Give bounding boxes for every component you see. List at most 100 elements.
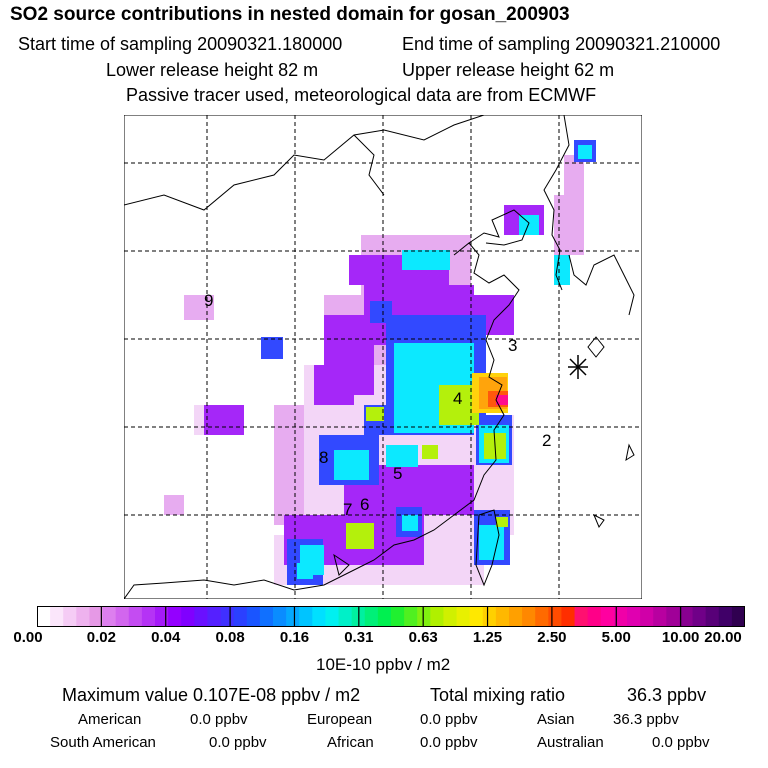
colorbar-tick-label: 0.16 xyxy=(279,629,310,646)
colorbar-swatch xyxy=(640,606,654,627)
colorbar-swatch xyxy=(574,606,589,627)
colorbar-swatch xyxy=(102,606,117,627)
colorbar-swatch xyxy=(718,606,733,627)
colorbar-swatch xyxy=(233,606,248,627)
colorbar-tick-label: 0.02 xyxy=(86,629,116,646)
colorbar-swatch xyxy=(600,606,615,627)
colorbar-tick-label: 1.25 xyxy=(472,629,503,646)
region-label-2: 2 xyxy=(542,431,551,450)
colorbar-swatch xyxy=(522,606,536,627)
max-value-label: Maximum value 0.107E-08 ppbv / m2 xyxy=(62,685,361,705)
tracer-note: Passive tracer used, meteorological data… xyxy=(126,85,597,105)
colorbar-swatch xyxy=(220,606,235,627)
region-label-3: 3 xyxy=(508,336,517,355)
region-name: Asian xyxy=(537,711,575,728)
region-label-4: 4 xyxy=(453,389,462,408)
colorbar-tick-label: 0.08 xyxy=(215,629,245,646)
colorbar-swatch xyxy=(325,606,340,627)
colorbar-swatch xyxy=(613,606,628,627)
region-name: African xyxy=(327,734,374,751)
colorbar-swatch xyxy=(587,606,602,627)
colorbar-swatch xyxy=(89,606,104,627)
colorbar-swatch xyxy=(273,606,287,627)
colorbar-swatch xyxy=(259,606,274,627)
colorbar-tick-label: 0.00 xyxy=(13,629,43,646)
colorbar-swatch xyxy=(246,606,261,627)
total-mixing-label: Total mixing ratio xyxy=(430,685,566,705)
colorbar-swatch xyxy=(50,606,64,627)
colorbar-swatch xyxy=(692,606,707,627)
colorbar-swatch xyxy=(666,606,680,627)
total-mixing-value: 36.3 ppbv xyxy=(627,685,707,705)
region-name: European xyxy=(307,711,373,728)
region-value: 0.0 ppbv xyxy=(420,734,478,751)
region-name: American xyxy=(78,711,142,728)
region-value: 0.0 ppbv xyxy=(420,711,478,728)
colorbar-swatch xyxy=(404,606,418,627)
colorbar-tick-label: 5.00 xyxy=(601,629,631,646)
region-name: Australian xyxy=(537,734,604,751)
graticule xyxy=(124,115,642,599)
colorbar-swatch xyxy=(443,606,458,627)
colorbar-swatch xyxy=(312,606,326,627)
colorbar-swatch xyxy=(482,606,497,627)
colorbar-swatch xyxy=(653,606,667,627)
colorbar-swatch xyxy=(155,606,169,627)
region-value: 36.3 ppbv xyxy=(613,711,679,728)
region-label-7: 7 xyxy=(343,500,352,519)
lower-release-height: Lower release height 82 m xyxy=(106,60,319,80)
colorbar-swatch xyxy=(377,606,392,627)
colorbar-swatch xyxy=(731,606,745,627)
colorbar-swatch xyxy=(168,606,182,627)
colorbar-swatch xyxy=(207,606,222,627)
colorbar-swatch xyxy=(76,606,90,627)
colorbar-swatch xyxy=(509,606,523,627)
colorbar-swatch xyxy=(456,606,471,627)
colorbar-swatch xyxy=(535,606,549,627)
upper-release-height: Upper release height 62 m xyxy=(402,60,615,80)
colorbar-swatch xyxy=(430,606,444,627)
start-time-label: Start time of sampling 20090321.180000 xyxy=(18,34,343,54)
map-panel: 9 3 4 2 8 5 7 6 xyxy=(123,114,643,600)
colorbar-tick-label: 20.00 xyxy=(704,629,742,646)
colorbar-swatch xyxy=(627,606,641,627)
receptor-star-icon xyxy=(568,355,588,379)
colorbar-unit: 10E-10 ppbv / m2 xyxy=(316,655,451,674)
region-label-6: 6 xyxy=(360,495,369,514)
colorbar-swatch xyxy=(391,606,405,627)
colorbar-swatch xyxy=(194,606,208,627)
colorbar-swatch xyxy=(705,606,720,627)
colorbar-swatch xyxy=(115,606,130,627)
colorbar-swatch xyxy=(63,606,77,627)
colorbar-swatch xyxy=(495,606,510,627)
colorbar-swatch xyxy=(679,606,694,627)
colorbar-tick-label: 2.50 xyxy=(537,629,567,646)
region-name: South American xyxy=(50,734,156,751)
colorbar-swatch xyxy=(37,606,51,627)
colorbar-swatch xyxy=(561,606,576,627)
colorbar-frame xyxy=(37,606,745,627)
colorbar-swatch xyxy=(469,606,484,627)
coastlines xyxy=(123,114,635,600)
colorbar-swatch xyxy=(338,606,353,627)
region-value: 0.0 ppbv xyxy=(190,711,248,728)
region-label-5: 5 xyxy=(393,464,402,483)
colorbar-swatch xyxy=(364,606,379,627)
concentration-field xyxy=(164,140,596,585)
region-label-8: 8 xyxy=(319,448,328,467)
colorbar-swatch xyxy=(417,606,431,627)
colorbar-tick-label: 0.63 xyxy=(408,629,438,646)
colorbar-tick-label: 10.00 xyxy=(661,629,700,646)
region-label-9: 9 xyxy=(204,291,213,310)
map-svg: 9 3 4 2 8 5 7 6 xyxy=(123,114,643,600)
colorbar-swatch xyxy=(141,606,156,627)
colorbar-swatch xyxy=(286,606,300,627)
colorbar xyxy=(37,606,745,627)
end-time-label: End time of sampling 20090321.210000 xyxy=(402,34,721,54)
colorbar-swatch xyxy=(299,606,313,627)
colorbar-tick-label: 0.31 xyxy=(344,629,374,646)
colorbar-swatch xyxy=(548,606,562,627)
region-value: 0.0 ppbv xyxy=(652,734,710,751)
map-title: SO2 source contributions in nested domai… xyxy=(10,4,570,25)
colorbar-tick-label: 0.04 xyxy=(151,629,181,646)
